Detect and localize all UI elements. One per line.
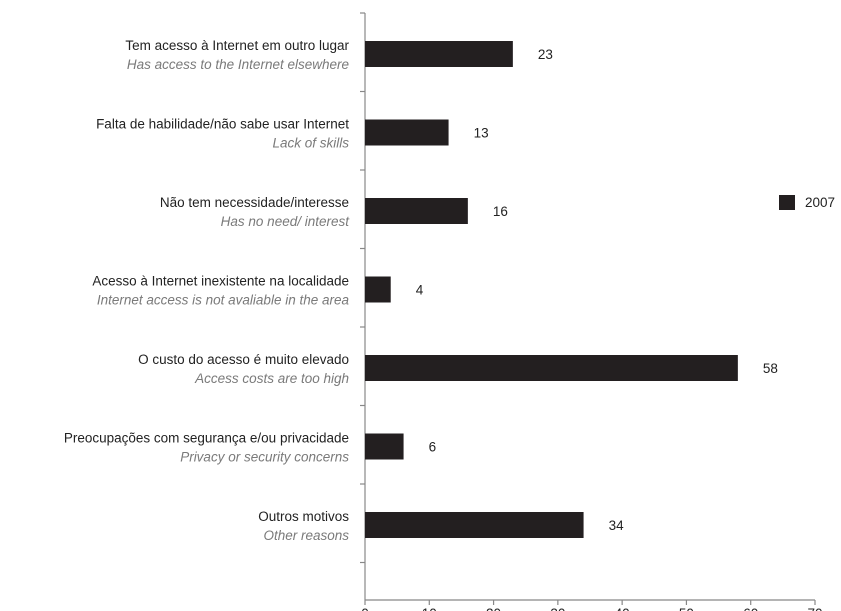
category-labels: Tem acesso à Internet em outro lugar Has … bbox=[64, 38, 350, 543]
x-tick-label: 60 bbox=[743, 606, 758, 611]
bars: 23 13 16 4 58 6 34 bbox=[365, 41, 778, 538]
bar bbox=[365, 276, 391, 303]
category-label-pt: Falta de habilidade/não sabe usar Intern… bbox=[96, 117, 349, 132]
bar bbox=[365, 512, 584, 538]
category-label-pt: O custo do acesso é muito elevado bbox=[138, 352, 349, 367]
category-label-en: Lack of skills bbox=[272, 136, 349, 151]
category-label-en: Privacy or security concerns bbox=[180, 450, 349, 465]
category-label-pt: Tem acesso à Internet em outro lugar bbox=[125, 38, 349, 53]
bar-value-label: 23 bbox=[538, 47, 553, 62]
bar-value-label: 13 bbox=[474, 126, 489, 141]
category-label-pt: Preocupações com segurança e/ou privacid… bbox=[64, 431, 349, 446]
bar-value-label: 4 bbox=[416, 283, 424, 298]
legend-label: 2007 bbox=[805, 195, 835, 210]
bar bbox=[365, 433, 404, 460]
category-label-pt: Não tem necessidade/interesse bbox=[160, 195, 349, 210]
x-tick-label: 10 bbox=[422, 606, 437, 611]
bar bbox=[365, 355, 738, 381]
bar bbox=[365, 41, 513, 67]
category-label-en: Internet access is not avaliable in the … bbox=[97, 293, 350, 308]
x-tick-label: 30 bbox=[550, 606, 565, 611]
ticks: 0 10 20 30 40 50 60 70 bbox=[360, 12, 823, 611]
category-label-en: Other reasons bbox=[263, 528, 349, 543]
bar bbox=[365, 119, 449, 146]
bar-value-label: 34 bbox=[609, 518, 625, 533]
legend: 2007 bbox=[779, 195, 835, 210]
category-label-en: Has no need/ interest bbox=[221, 214, 351, 229]
x-tick-label: 20 bbox=[486, 606, 501, 611]
category-label-en: Has access to the Internet elsewhere bbox=[127, 57, 349, 72]
category-label-pt: Acesso à Internet inexistente na localid… bbox=[92, 274, 349, 289]
bar-value-label: 58 bbox=[763, 361, 778, 376]
x-tick-label: 0 bbox=[361, 606, 369, 611]
bar-value-label: 16 bbox=[493, 204, 508, 219]
category-label-pt: Outros motivos bbox=[258, 509, 349, 524]
legend-swatch bbox=[779, 195, 795, 210]
x-tick-label: 70 bbox=[807, 606, 822, 611]
x-tick-label: 50 bbox=[679, 606, 694, 611]
x-tick-label: 40 bbox=[615, 606, 630, 611]
bar bbox=[365, 198, 468, 224]
bar-value-label: 6 bbox=[429, 440, 437, 455]
category-label-en: Access costs are too high bbox=[194, 371, 349, 386]
axes bbox=[364, 13, 815, 601]
